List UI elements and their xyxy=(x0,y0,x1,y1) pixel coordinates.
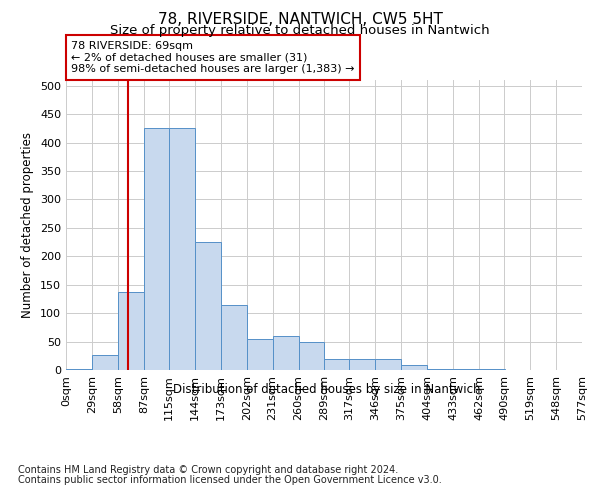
Bar xyxy=(453,369,479,370)
Bar xyxy=(376,358,401,370)
Bar xyxy=(66,369,92,370)
Bar xyxy=(427,369,453,370)
Bar xyxy=(272,336,299,370)
Bar xyxy=(299,342,325,370)
Bar xyxy=(325,358,350,370)
Bar xyxy=(349,358,376,370)
Text: Size of property relative to detached houses in Nantwich: Size of property relative to detached ho… xyxy=(110,24,490,37)
Bar xyxy=(221,304,247,370)
Bar xyxy=(144,128,170,370)
Text: Distribution of detached houses by size in Nantwich: Distribution of detached houses by size … xyxy=(173,382,481,396)
Bar xyxy=(92,354,118,370)
Y-axis label: Number of detached properties: Number of detached properties xyxy=(22,132,34,318)
Bar xyxy=(401,366,427,370)
Text: Contains HM Land Registry data © Crown copyright and database right 2024.: Contains HM Land Registry data © Crown c… xyxy=(18,465,398,475)
Bar xyxy=(195,242,221,370)
Bar xyxy=(247,338,272,370)
Text: 78, RIVERSIDE, NANTWICH, CW5 5HT: 78, RIVERSIDE, NANTWICH, CW5 5HT xyxy=(158,12,442,28)
Text: 78 RIVERSIDE: 69sqm
← 2% of detached houses are smaller (31)
98% of semi-detache: 78 RIVERSIDE: 69sqm ← 2% of detached hou… xyxy=(71,41,355,74)
Bar xyxy=(169,128,195,370)
Bar xyxy=(118,292,144,370)
Text: Contains public sector information licensed under the Open Government Licence v3: Contains public sector information licen… xyxy=(18,475,442,485)
